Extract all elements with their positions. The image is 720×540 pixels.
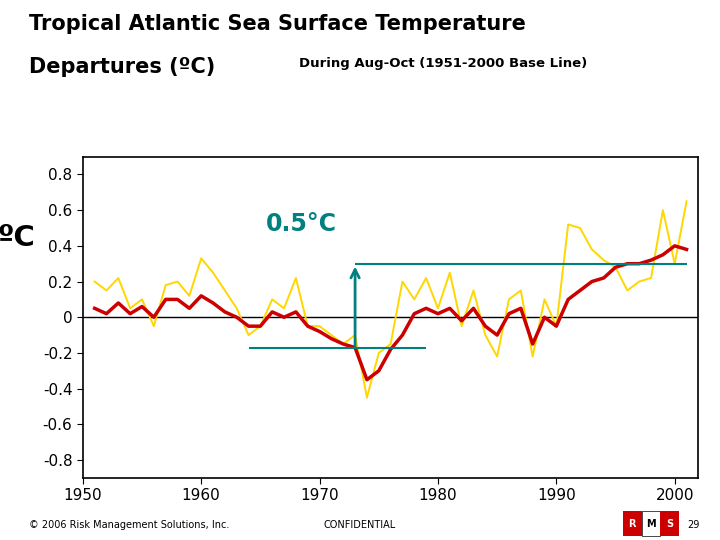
Text: 29: 29 xyxy=(688,520,700,530)
Text: R: R xyxy=(629,518,636,529)
Text: CONFIDENTIAL: CONFIDENTIAL xyxy=(324,520,396,530)
Text: ºC: ºC xyxy=(0,224,35,252)
Text: S: S xyxy=(666,518,673,529)
Text: During Aug-Oct (1951-2000 Base Line): During Aug-Oct (1951-2000 Base Line) xyxy=(299,57,587,70)
Text: 0.5°C: 0.5°C xyxy=(266,212,337,237)
Text: © 2006 Risk Management Solutions, Inc.: © 2006 Risk Management Solutions, Inc. xyxy=(29,520,229,530)
Text: Tropical Atlantic Sea Surface Temperature: Tropical Atlantic Sea Surface Temperatur… xyxy=(29,14,526,33)
Text: M: M xyxy=(646,518,656,529)
Text: Departures (ºC): Departures (ºC) xyxy=(29,57,215,77)
